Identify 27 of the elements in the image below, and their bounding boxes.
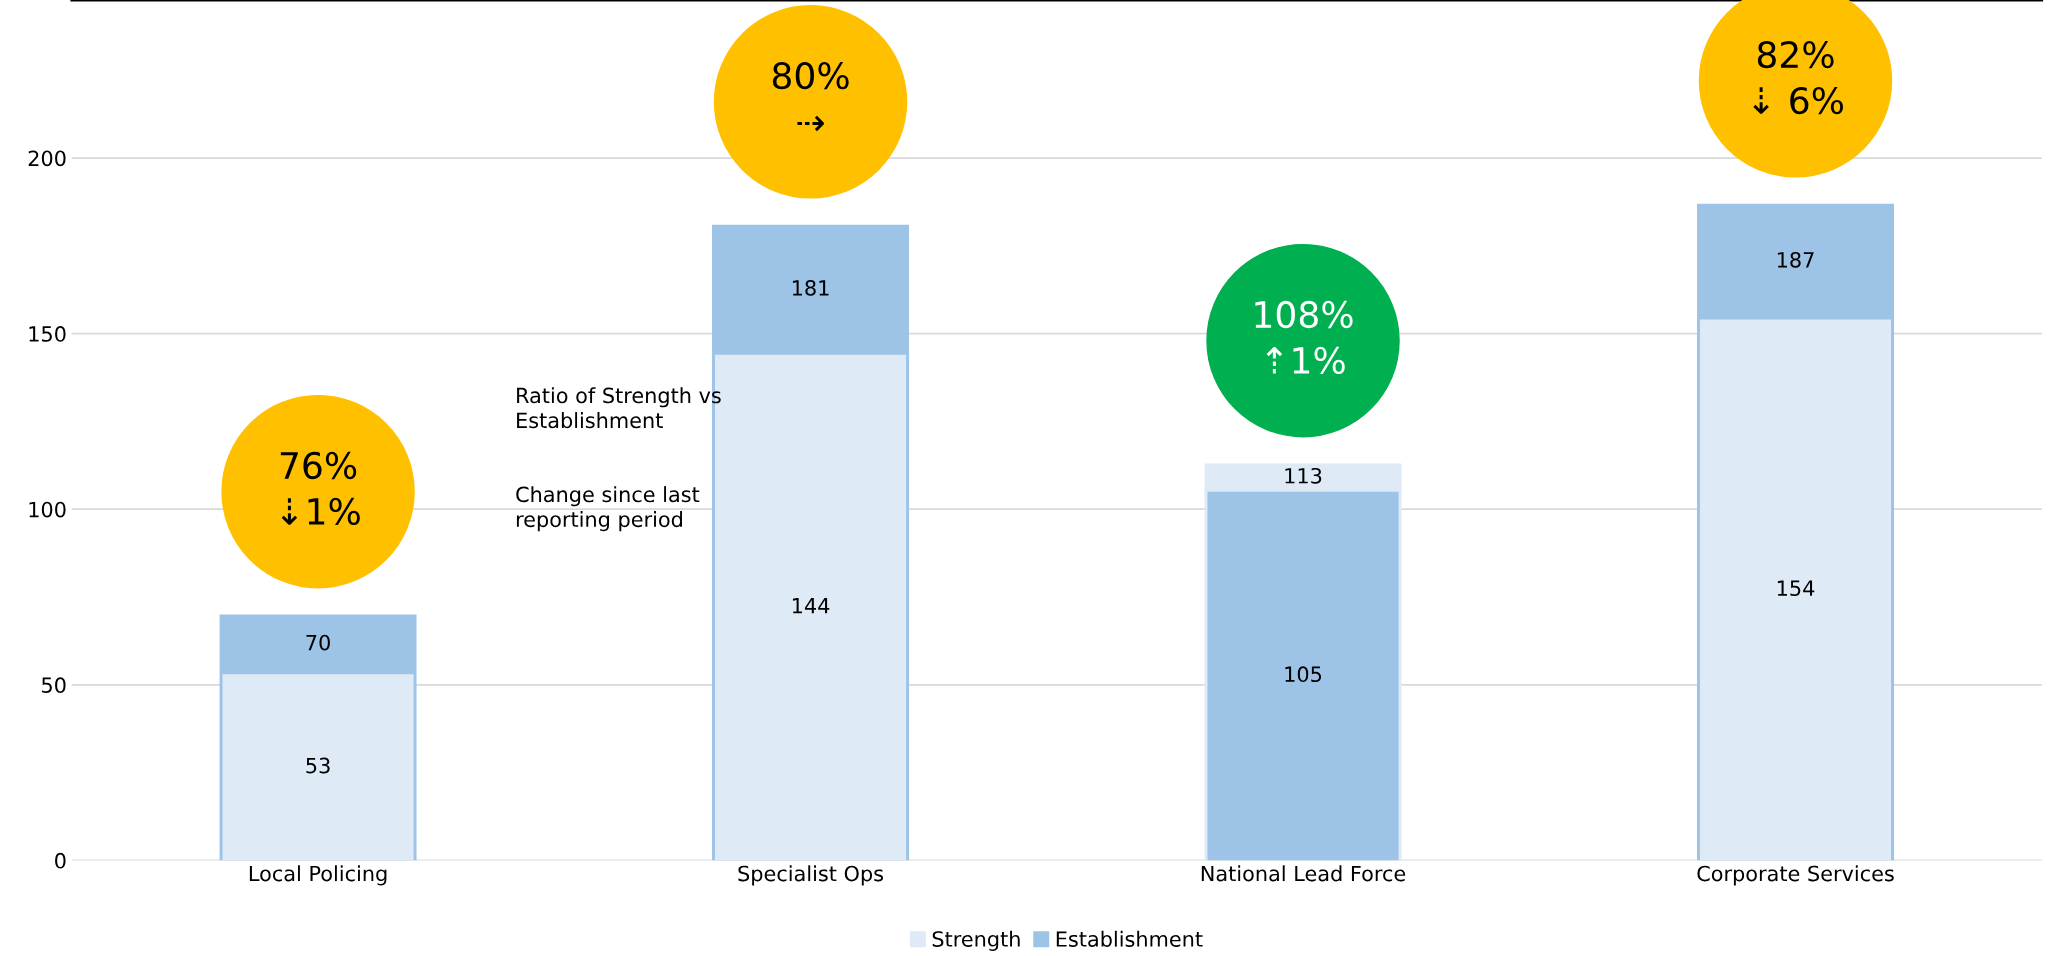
annotation: Change since last reporting period xyxy=(516,486,700,532)
x-tick-label: National Lead Force xyxy=(1201,865,1406,882)
y-tick-label: 100 xyxy=(29,501,66,518)
y-tick-label: 0 xyxy=(55,852,66,869)
data-label: 187 xyxy=(1777,251,1814,268)
y-tick-label: 50 xyxy=(42,677,66,694)
annotation: Ratio of Strength vs Establishment xyxy=(517,387,721,429)
y-tick-label: 200 xyxy=(28,150,66,167)
data-label: 154 xyxy=(1777,580,1815,597)
x-tick-label: Corporate Services xyxy=(1697,865,1894,886)
x-tick-label: Local Policing xyxy=(249,865,387,886)
data-label: 113 xyxy=(1285,467,1322,484)
annotation: 80% ⇢ xyxy=(772,62,849,132)
data-label: 70 xyxy=(306,634,330,651)
data-label: 53 xyxy=(306,757,330,774)
legend-label: Strength xyxy=(932,930,1020,951)
bar xyxy=(222,674,414,861)
annotation: 108% ⇡1% xyxy=(1255,300,1353,375)
data-label: 181 xyxy=(792,280,829,296)
data-label: 105 xyxy=(1285,666,1322,683)
y-tick-label: 150 xyxy=(29,326,66,342)
data-label: 144 xyxy=(792,598,830,614)
legend-label: Establishment xyxy=(1056,930,1203,947)
annotation: 82% ⇣ 6% xyxy=(1753,40,1844,115)
bar xyxy=(1699,319,1892,861)
x-tick-label: Specialist Ops xyxy=(738,865,884,886)
annotation: 76% ⇣1% xyxy=(280,451,360,526)
